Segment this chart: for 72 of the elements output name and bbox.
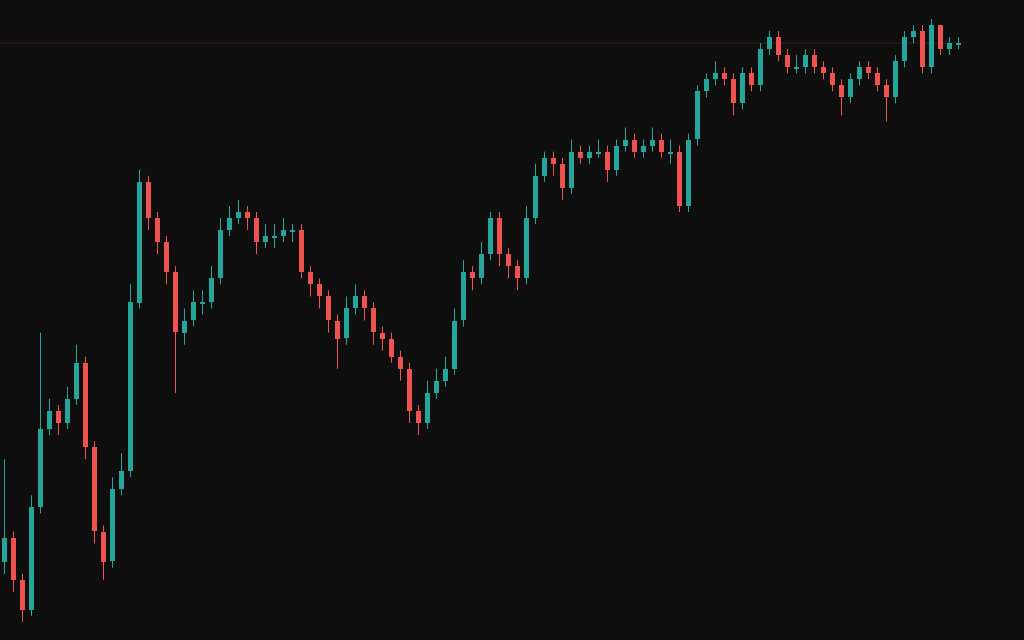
candlestick — [236, 199, 241, 225]
candlestick — [290, 223, 295, 243]
candlestick — [2, 458, 7, 575]
candlestick — [227, 205, 232, 237]
candlestick — [947, 36, 952, 56]
candlestick — [389, 332, 394, 364]
candlestick — [596, 139, 601, 159]
candlestick — [353, 283, 358, 315]
candlestick — [785, 48, 790, 74]
candlestick — [281, 217, 286, 243]
candlestick — [659, 133, 664, 159]
candlestick — [722, 66, 727, 86]
candlestick — [56, 404, 61, 436]
candlestick — [650, 127, 655, 153]
candlestick — [623, 127, 628, 153]
candlestick — [803, 48, 808, 74]
candlestick — [560, 157, 565, 201]
candlestick — [641, 139, 646, 159]
candlestick — [938, 24, 943, 56]
candlestick — [875, 66, 880, 92]
candlestick — [326, 289, 331, 334]
candlestick — [479, 241, 484, 285]
candlestick — [263, 223, 268, 249]
candlestick — [551, 151, 556, 177]
candlestick — [857, 60, 862, 86]
candlestick — [668, 139, 673, 165]
candlestick — [776, 30, 781, 62]
candlestick — [884, 78, 889, 123]
candlestick — [371, 301, 376, 346]
candlestick — [470, 265, 475, 291]
candlestick — [587, 145, 592, 165]
candlestick — [506, 247, 511, 279]
candlestick — [443, 356, 448, 388]
candlestick — [272, 223, 277, 249]
candlestick — [704, 72, 709, 98]
candlestick — [767, 30, 772, 56]
candlestick — [119, 452, 124, 496]
candlestick — [749, 66, 754, 92]
candlestick — [713, 60, 718, 86]
candlestick — [605, 145, 610, 183]
candlestick — [731, 72, 736, 116]
candlestick — [317, 277, 322, 309]
candlestick — [65, 386, 70, 430]
candlestick — [416, 404, 421, 436]
candlestick — [362, 289, 367, 321]
candlestick — [200, 289, 205, 315]
candlestick — [902, 30, 907, 68]
candlestick — [245, 205, 250, 231]
candlestick — [209, 265, 214, 309]
candlestick — [866, 60, 871, 80]
candlestick — [434, 368, 439, 400]
candlestick — [848, 72, 853, 104]
candlestick — [578, 145, 583, 165]
candlestick — [830, 66, 835, 92]
candlestick — [254, 211, 259, 255]
candlestick — [614, 139, 619, 177]
candlestick — [839, 78, 844, 116]
candlestick — [542, 151, 547, 183]
candlestick — [47, 398, 52, 436]
candlestick — [632, 133, 637, 159]
candlestick — [335, 313, 340, 370]
candlestick — [155, 211, 160, 255]
candlestick — [821, 60, 826, 80]
candlestick — [515, 259, 520, 291]
candlestick — [182, 307, 187, 346]
candlestick — [308, 265, 313, 297]
candlestick — [911, 24, 916, 44]
candlestick — [380, 326, 385, 352]
candlestick — [398, 350, 403, 382]
candlestick — [812, 48, 817, 74]
candlestick — [794, 54, 799, 74]
candlestick — [191, 289, 196, 328]
